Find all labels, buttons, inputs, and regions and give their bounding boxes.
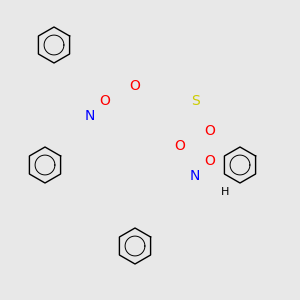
Text: O: O — [205, 154, 215, 168]
Text: O: O — [175, 139, 185, 153]
Text: N: N — [85, 109, 95, 123]
Text: O: O — [205, 124, 215, 138]
Text: H: H — [221, 187, 229, 197]
Text: O: O — [100, 94, 110, 108]
Text: N: N — [190, 169, 200, 183]
Text: O: O — [130, 79, 140, 93]
Text: S: S — [190, 94, 200, 108]
